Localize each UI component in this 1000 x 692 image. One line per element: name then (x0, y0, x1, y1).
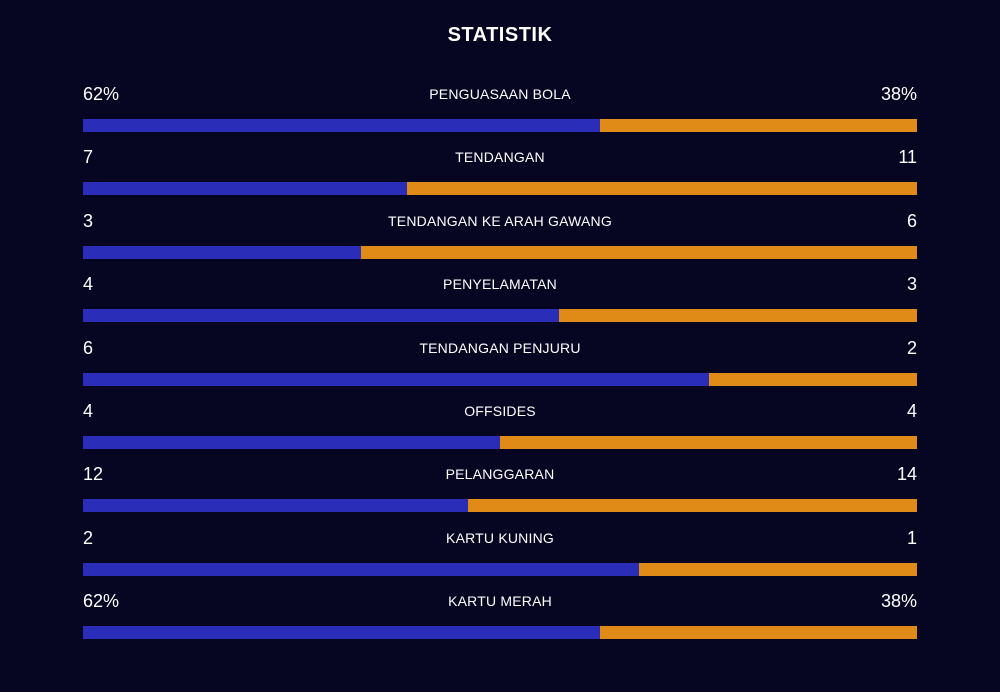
away-bar-segment (600, 626, 917, 640)
comparison-bar (83, 562, 917, 576)
away-value: 11 (898, 147, 917, 168)
panel-title: STATISTIK (447, 24, 553, 46)
away-value: 38% (880, 591, 917, 612)
home-bar-segment (83, 119, 601, 132)
stat-label: KARTU KUNING (446, 529, 554, 546)
away-bar-segment (360, 245, 917, 259)
home-value: 6 (83, 337, 94, 358)
stat-row-shots: 7 TENDANGAN 11 (83, 143, 917, 206)
comparison-bar (83, 245, 917, 259)
comparison-bar (83, 119, 917, 132)
away-bar-segment (468, 499, 917, 513)
comparison-bar (83, 626, 917, 640)
home-value: 12 (83, 464, 104, 485)
away-bar-segment (639, 562, 917, 576)
away-value: 6 (906, 210, 917, 231)
away-value: 38% (880, 84, 917, 104)
stat-row-ball-possession: 62% PENGUASAAN BOLA 38% (83, 80, 917, 143)
stat-label: PENGUASAAN BOLA (429, 86, 571, 102)
stats-list: 62% PENGUASAAN BOLA 38% 7 TENDANGAN 11 (83, 80, 917, 651)
home-bar-segment (83, 309, 560, 323)
stat-row-yellow-cards: 2 KARTU KUNING 1 (83, 524, 917, 587)
home-bar-segment (83, 626, 601, 640)
stat-label: TENDANGAN KE ARAH GAWANG (388, 212, 612, 229)
home-value: 4 (83, 400, 94, 421)
comparison-bar (83, 309, 917, 323)
home-bar-segment (83, 435, 500, 449)
stat-row-saves: 4 PENYELAMATAN 3 (83, 270, 917, 333)
stat-label: TENDANGAN PENJURU (419, 339, 581, 356)
stat-row-shots-on-target: 3 TENDANGAN KE ARAH GAWANG 6 (83, 207, 917, 270)
comparison-bar (83, 372, 917, 386)
away-value: 4 (906, 400, 917, 421)
stat-label: PENYELAMATAN (443, 276, 557, 293)
stat-row-fouls: 12 PELANGGARAN 14 (83, 460, 917, 523)
away-value: 1 (906, 527, 917, 548)
home-value: 3 (83, 210, 94, 231)
away-bar-segment (500, 435, 917, 449)
stat-row-corners: 6 TENDANGAN PENJURU 2 (83, 334, 917, 397)
away-bar-segment (559, 309, 917, 323)
home-value: 2 (83, 527, 94, 548)
home-bar-segment (83, 372, 709, 386)
home-bar-segment (83, 562, 640, 576)
home-bar-segment (83, 245, 361, 259)
away-bar-segment (600, 119, 917, 132)
home-value: 62% (83, 591, 120, 612)
home-bar-segment (83, 182, 408, 196)
comparison-bar (83, 182, 917, 196)
stat-label: TENDANGAN (455, 149, 545, 166)
stat-row-offsides: 4 OFFSIDES 4 (83, 397, 917, 460)
away-value: 2 (906, 337, 917, 358)
away-bar-segment (708, 372, 917, 386)
home-bar-segment (83, 499, 469, 513)
home-value: 7 (83, 147, 94, 168)
stat-label: PELANGGARAN (445, 466, 555, 483)
home-value: 4 (83, 274, 94, 295)
away-value: 14 (896, 464, 917, 485)
stat-row-red-cards: 62% KARTU MERAH 38% (83, 587, 917, 650)
comparison-bar (83, 499, 917, 513)
away-value: 3 (906, 274, 917, 295)
home-value: 62% (83, 84, 120, 104)
away-bar-segment (407, 182, 917, 196)
stat-label: OFFSIDES (464, 402, 536, 419)
comparison-bar (83, 435, 917, 449)
stat-label: KARTU MERAH (448, 593, 552, 610)
